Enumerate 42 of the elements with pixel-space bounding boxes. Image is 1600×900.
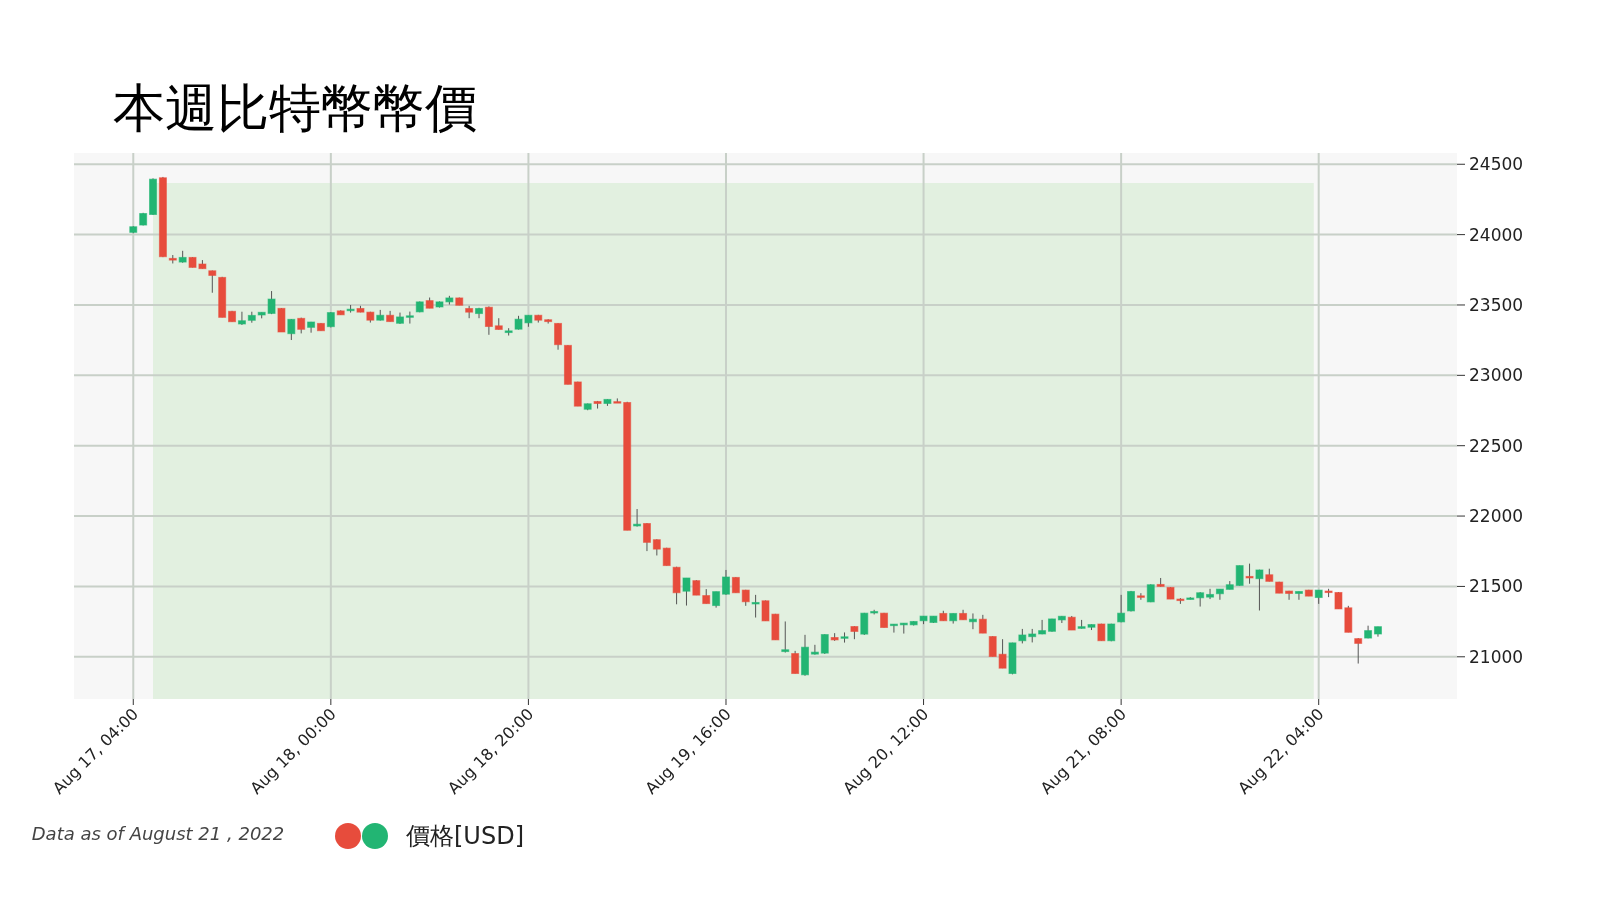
- y-tick-label: 22500: [1469, 435, 1524, 456]
- y-tick-label: 23000: [1469, 365, 1524, 386]
- y-tick-label: 24000: [1469, 224, 1524, 245]
- candlestick: [682, 577, 691, 607]
- candlestick: [791, 650, 800, 675]
- y-tick-label: 24500: [1469, 154, 1524, 175]
- candlestick: [287, 318, 296, 341]
- candlestick: [642, 522, 651, 552]
- candlestick: [1235, 565, 1244, 587]
- candlestick: [1255, 569, 1264, 611]
- candlestick: [751, 594, 760, 619]
- candlestick: [208, 270, 217, 294]
- candlestick: [1038, 619, 1047, 635]
- candlestick: [1117, 594, 1126, 623]
- candlestick: [277, 307, 286, 333]
- candlestick: [1215, 588, 1224, 601]
- candlestick: [1285, 590, 1294, 601]
- candlestick: [781, 620, 790, 654]
- candlestick: [978, 614, 987, 634]
- candlestick: [810, 644, 819, 656]
- text: Data as of August 21 , 2022: [31, 823, 285, 844]
- candlestick: [307, 321, 316, 334]
- y-tick-label: 22000: [1469, 506, 1524, 527]
- candlestick: [554, 322, 563, 351]
- candlestick: [237, 311, 246, 326]
- candlestick: [1294, 590, 1303, 601]
- y-tick-label: 21500: [1469, 576, 1524, 597]
- candlestick: [405, 311, 414, 325]
- y-tick-label: 21000: [1469, 646, 1524, 667]
- candlestick: [1354, 637, 1363, 665]
- candlestick: [1136, 592, 1145, 601]
- candlestick: [889, 623, 898, 634]
- y-tick-label: 23500: [1469, 294, 1524, 315]
- candlestick: [820, 633, 829, 655]
- candlestick: [721, 569, 730, 596]
- chart-title: 本週比特幣幣價: [113, 78, 477, 138]
- candlestick: [1245, 563, 1254, 585]
- candlestick: [1206, 588, 1215, 600]
- candlestick: [633, 508, 642, 528]
- candlestick: [484, 305, 493, 336]
- legend-label: 價格[USD]: [406, 822, 525, 850]
- candlestick: [465, 305, 474, 319]
